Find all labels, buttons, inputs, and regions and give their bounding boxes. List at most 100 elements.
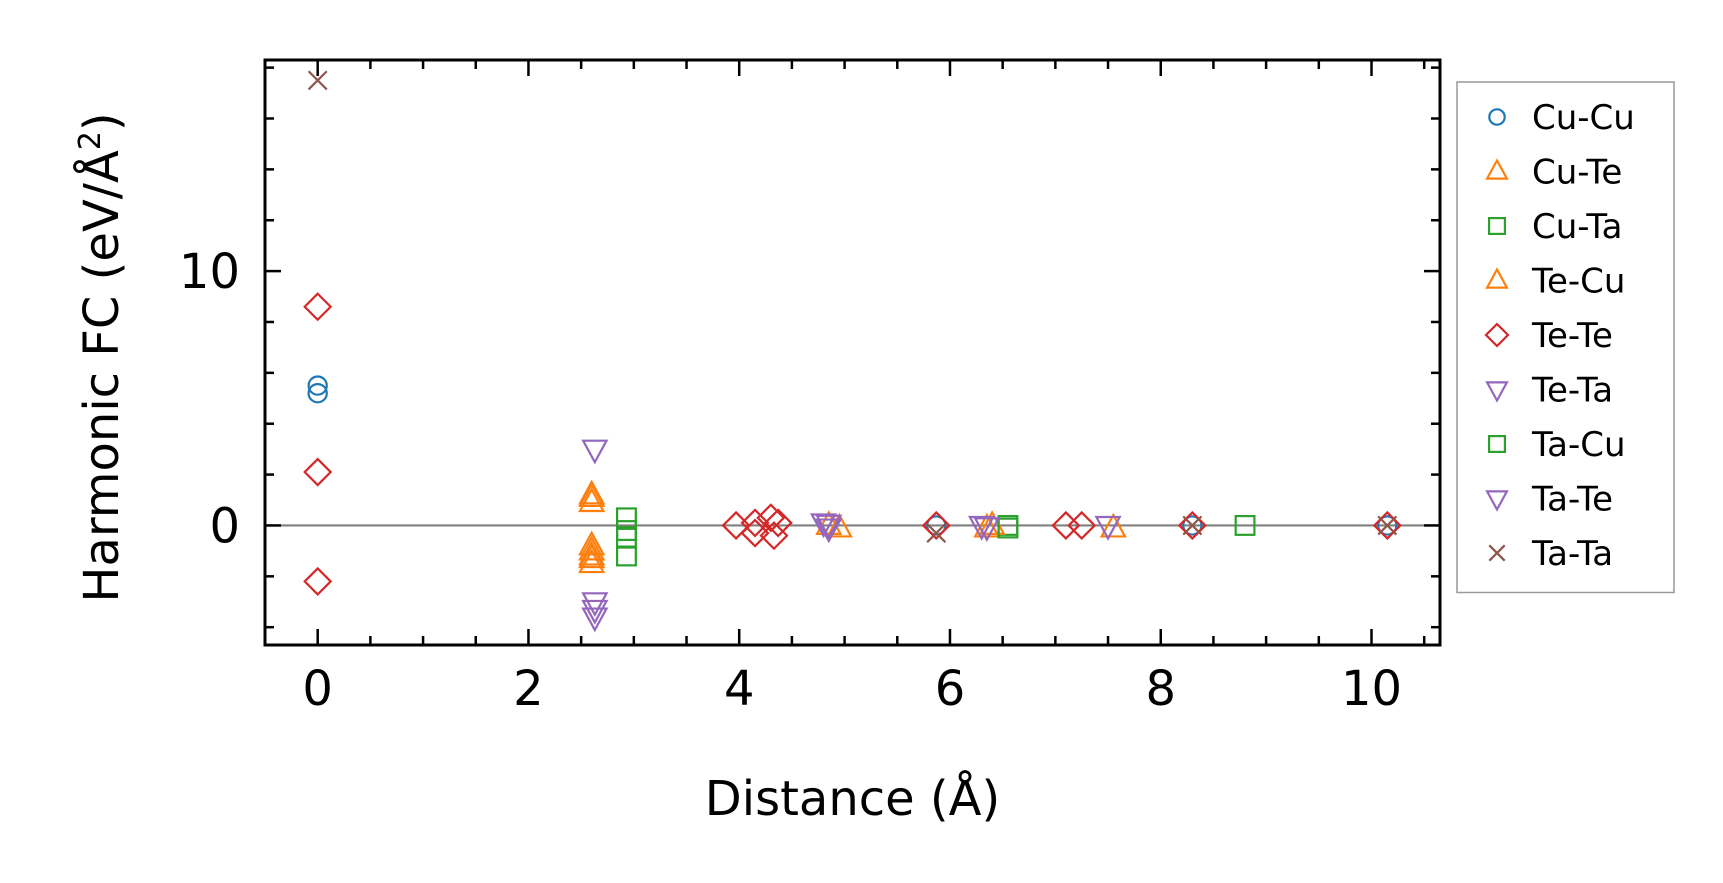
series-te-ta xyxy=(581,439,1122,633)
data-point-cu-te xyxy=(1099,512,1127,538)
legend-label: Te-Te xyxy=(1531,316,1613,356)
data-point-cu-te xyxy=(578,530,606,556)
legend-label: Cu-Ta xyxy=(1532,207,1622,247)
series-cu-te xyxy=(578,479,1127,574)
data-point-cu-ta xyxy=(615,527,637,549)
data-point-te-te xyxy=(1067,510,1097,541)
legend-entry-ta-te: Ta-Te xyxy=(1485,480,1613,520)
data-point-te-te xyxy=(763,508,793,538)
y-axis-label-close: ) xyxy=(74,112,130,131)
data-point-te-ta xyxy=(581,607,609,633)
series-te-te xyxy=(303,292,1402,596)
scatter-points xyxy=(303,70,1402,633)
legend-marker-te-te xyxy=(1484,322,1510,348)
legend-marker-cu-cu xyxy=(1488,108,1506,126)
data-point-ta-te xyxy=(581,599,609,625)
x-tick-label: 8 xyxy=(1145,661,1176,717)
data-point-te-cu xyxy=(815,510,843,536)
legend-entry-cu-cu: Cu-Cu xyxy=(1488,98,1635,138)
legend-marker-cu-te xyxy=(1485,158,1509,180)
legend-marker-te-ta xyxy=(1485,381,1509,403)
legend-entries: Cu-Cu Cu-Te Cu-Ta Te-Cu Te-Te Te-Ta Ta-Cu Ta-Te… xyxy=(1484,98,1635,574)
data-point-cu-cu xyxy=(307,382,328,404)
data-point-cu-te xyxy=(578,543,606,569)
legend-marker-ta-ta xyxy=(1488,544,1506,562)
data-point-cu-ta xyxy=(615,507,637,529)
data-point-te-te xyxy=(303,457,333,487)
plot-area-frame xyxy=(263,58,1442,647)
data-point-te-ta xyxy=(968,515,996,541)
data-point-cu-te xyxy=(578,479,606,505)
y-tick-label: 10 xyxy=(179,244,240,300)
data-point-te-ta xyxy=(809,513,838,539)
data-point-te-te xyxy=(756,503,786,533)
y-tick-label: 0 xyxy=(209,498,240,554)
legend-label: Ta-Te xyxy=(1531,480,1613,520)
data-point-te-te xyxy=(303,566,333,596)
legend-marker-te-cu xyxy=(1485,267,1509,289)
series-ta-te xyxy=(581,514,1001,625)
data-point-te-cu xyxy=(578,482,606,508)
legend-label: Ta-Cu xyxy=(1531,425,1626,465)
axis-ticks xyxy=(265,60,1440,645)
y-axis-label: Harmonic FC (eV/Å2) xyxy=(73,112,130,602)
data-point-cu-te xyxy=(825,512,853,538)
data-point-te-te xyxy=(1372,510,1402,541)
data-point-ta-ta xyxy=(1182,515,1203,536)
legend-entry-te-cu: Te-Cu xyxy=(1485,262,1625,302)
series-ta-cu xyxy=(615,517,1019,542)
data-point-te-te xyxy=(921,510,951,541)
data-point-cu-te xyxy=(973,512,1001,538)
legend: Cu-Cu Cu-Te Cu-Ta Te-Cu Te-Te Te-Ta Ta-Cu Ta-Te… xyxy=(1456,81,1675,594)
x-tick-label: 2 xyxy=(513,661,544,717)
data-point-te-cu xyxy=(578,540,606,566)
legend-label: Cu-Te xyxy=(1532,153,1622,193)
legend-label: Ta-Ta xyxy=(1531,534,1613,574)
legend-entry-cu-ta: Cu-Ta xyxy=(1487,207,1622,247)
legend-label: Te-Cu xyxy=(1531,262,1625,302)
legend-entry-ta-ta: Ta-Ta xyxy=(1488,534,1613,574)
legend-entry-ta-cu: Ta-Cu xyxy=(1487,425,1626,465)
tick-labels: 0 2 4 6 8 10 0 10 xyxy=(179,244,1402,717)
legend-marker-cu-ta xyxy=(1487,216,1507,236)
x-tick-label: 6 xyxy=(935,661,966,717)
legend-marker-ta-cu xyxy=(1487,434,1507,454)
data-point-cu-ta xyxy=(1234,514,1256,536)
data-point-ta-te xyxy=(815,514,843,540)
legend-label: Te-Ta xyxy=(1531,371,1613,411)
data-point-cu-te xyxy=(578,535,606,561)
data-point-cu-te xyxy=(578,548,606,574)
data-point-cu-cu xyxy=(1182,515,1203,536)
data-point-te-te xyxy=(1177,510,1207,541)
legend-entry-te-te: Te-Te xyxy=(1484,316,1613,356)
data-point-te-te xyxy=(303,292,333,322)
y-axis-label-main: Harmonic FC (eV/Å xyxy=(73,150,130,603)
legend-label: Cu-Cu xyxy=(1532,98,1635,138)
legend-entry-cu-te: Cu-Te xyxy=(1485,153,1622,193)
data-point-ta-cu xyxy=(615,520,637,542)
x-tick-label: 0 xyxy=(302,661,333,717)
data-point-te-ta xyxy=(581,439,609,465)
data-point-ta-ta xyxy=(1377,515,1398,536)
data-point-te-ta xyxy=(1094,515,1122,541)
data-point-te-ta xyxy=(581,592,609,618)
x-tick-label: 10 xyxy=(1341,661,1402,717)
data-point-te-te xyxy=(740,508,770,538)
data-point-ta-cu xyxy=(997,517,1019,539)
data-point-cu-te xyxy=(578,487,606,513)
data-point-ta-ta xyxy=(307,70,328,91)
legend-marker-ta-te xyxy=(1485,490,1509,512)
x-tick-label: 4 xyxy=(724,661,755,717)
data-point-cu-cu xyxy=(1377,515,1398,536)
data-point-cu-ta xyxy=(615,545,637,567)
data-point-te-ta xyxy=(815,518,843,544)
x-axis-label: Distance (Å) xyxy=(705,770,1000,827)
series-cu-cu xyxy=(307,375,1398,536)
data-point-te-te xyxy=(740,518,770,548)
y-axis-label-superscript: 2 xyxy=(73,131,108,150)
data-point-ta-te xyxy=(973,517,1001,543)
series-ta-ta xyxy=(307,70,1398,543)
legend-entry-te-ta: Te-Ta xyxy=(1485,371,1613,411)
data-point-ta-ta xyxy=(926,523,947,543)
